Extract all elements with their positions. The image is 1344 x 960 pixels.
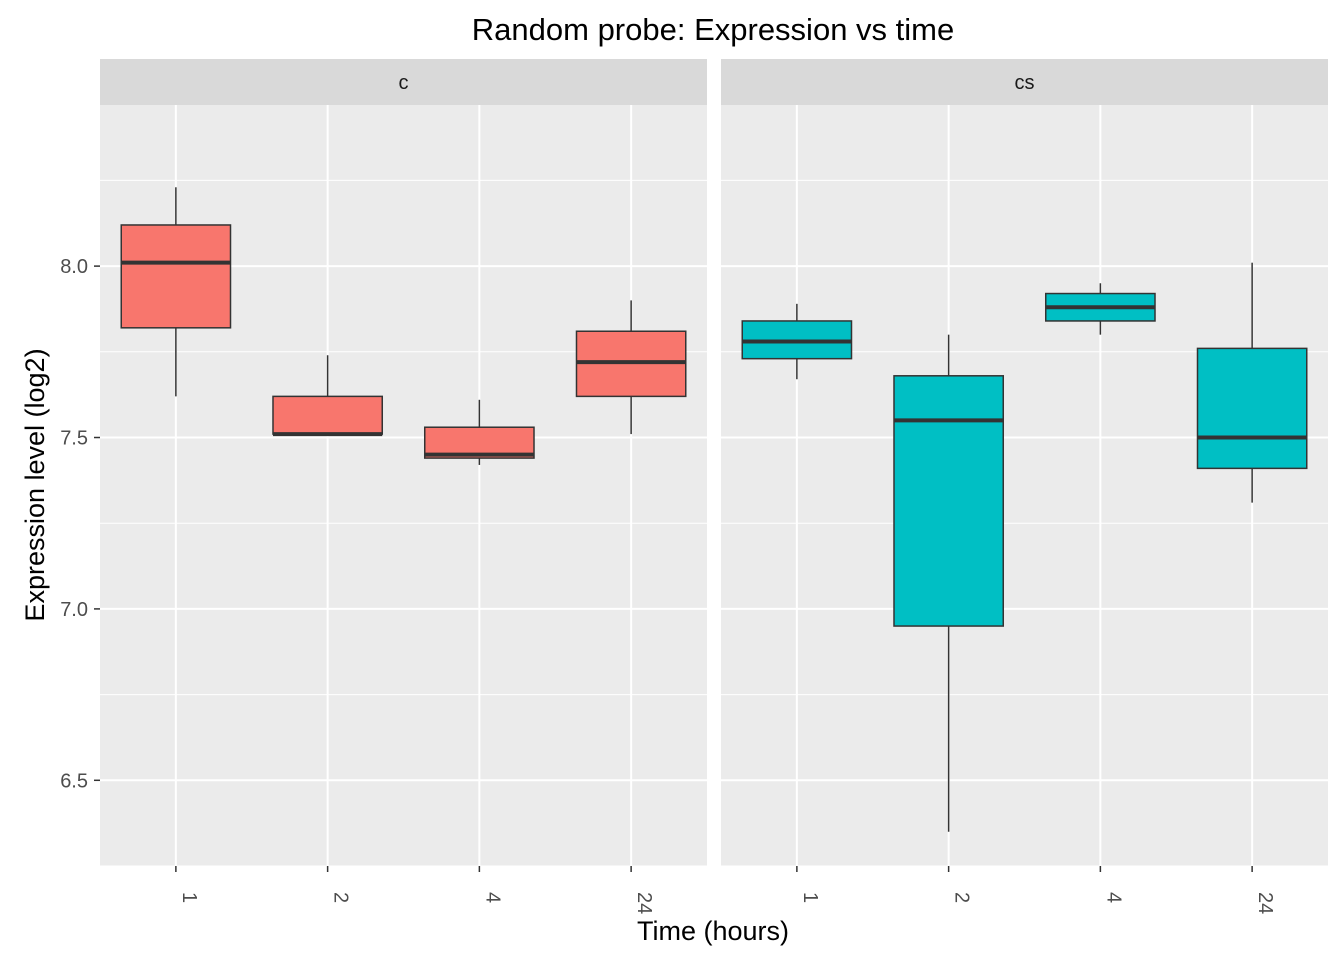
y-axis-title: Expression level (log2) (20, 348, 50, 621)
x-axis-title: Time (hours) (637, 916, 789, 946)
facet-panel-cs: cs1 2 4 24 (721, 59, 1328, 914)
box-c-24 (575, 300, 687, 435)
x-tick-label: 24 (1254, 892, 1276, 914)
box-cs-4 (1044, 283, 1156, 335)
box-iqr (893, 375, 1005, 627)
box-c-1 (120, 187, 232, 397)
box-iqr (272, 395, 384, 435)
facet-panel-c: c1 2 4 24 (100, 59, 707, 914)
x-tick-label: 2 (951, 892, 973, 903)
chart-title: Random probe: Expression vs time (472, 12, 954, 47)
strip-background (721, 59, 1328, 105)
y-tick-label: 7.0 (60, 599, 88, 621)
y-tick-label: 8.0 (60, 256, 88, 278)
y-axis: 6.5 7.0 7.5 8.0 (60, 256, 100, 792)
box-c-2 (272, 355, 384, 437)
x-tick-label: 1 (178, 892, 200, 903)
box-cs-24 (1196, 262, 1308, 503)
panel-background (721, 105, 1328, 866)
box-iqr (1196, 347, 1308, 470)
y-tick-label: 7.5 (60, 428, 88, 450)
x-tick-label: 4 (1102, 892, 1124, 903)
x-tick-label: 1 (799, 892, 821, 903)
strip-background (100, 59, 707, 105)
box-cs-1 (741, 303, 853, 380)
x-tick-label: 4 (481, 892, 503, 903)
box-cs-2 (893, 334, 1005, 832)
x-tick-label: 24 (633, 892, 655, 914)
panel-background (100, 105, 707, 866)
box-c-4 (423, 399, 535, 465)
box-iqr (120, 224, 232, 329)
y-tick-label: 6.5 (60, 770, 88, 792)
strip-label: cs (1015, 72, 1035, 94)
strip-label: c (399, 72, 409, 94)
x-tick-label: 2 (330, 892, 352, 903)
